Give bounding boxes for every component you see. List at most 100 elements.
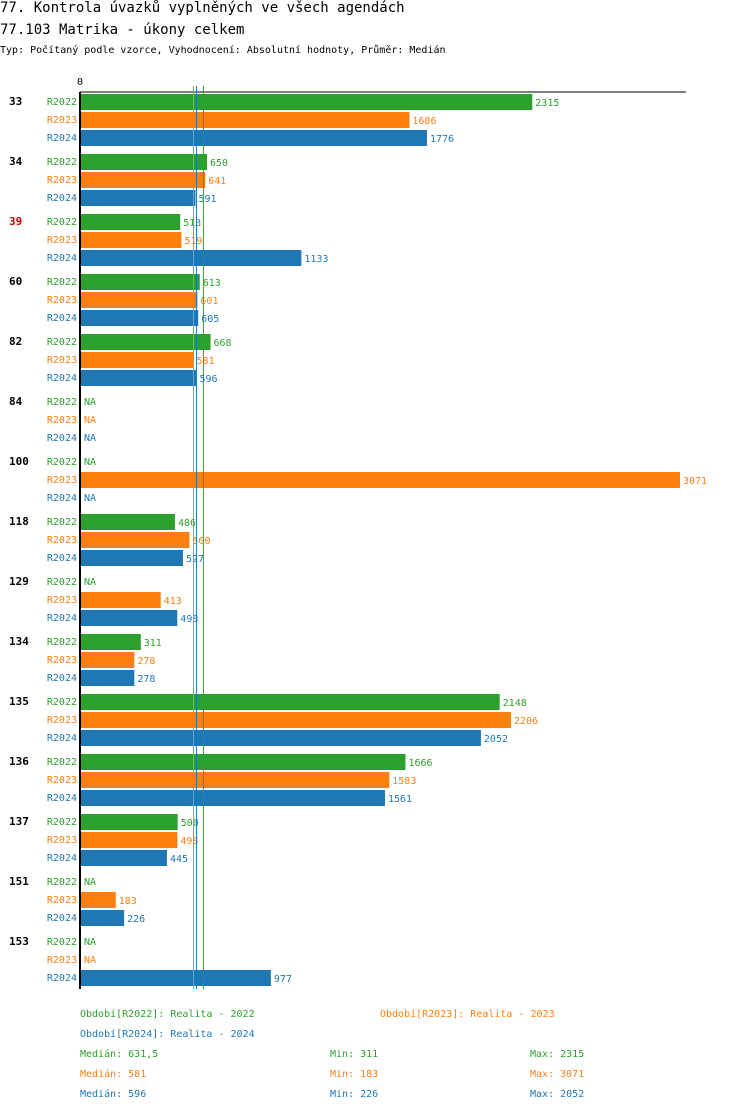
- legend-r2024: Období[R2024]: Realita - 2024: [80, 1029, 255, 1040]
- series-label: R2022: [47, 457, 77, 468]
- category-label: 129: [9, 575, 29, 588]
- series-label: R2024: [47, 613, 77, 624]
- x-tick-label: 0: [77, 77, 83, 88]
- bar: [80, 370, 197, 386]
- bar: [80, 352, 194, 368]
- series-label: R2024: [47, 853, 77, 864]
- bar-value-label: 500: [181, 818, 199, 829]
- series-label: R2024: [47, 973, 77, 984]
- series-label: R2024: [47, 673, 77, 684]
- series-label: R2024: [47, 493, 77, 504]
- bar-value-label: 650: [210, 158, 228, 169]
- series-label: R2023: [47, 835, 77, 846]
- stat-median-r2024: Medián: 596: [80, 1089, 147, 1100]
- bar: [80, 814, 178, 830]
- series-label: R2024: [47, 553, 77, 564]
- na-label: NA: [84, 577, 96, 588]
- bar-value-label: 278: [137, 674, 155, 685]
- series-label: R2024: [47, 313, 77, 324]
- stat-median-r2023: Medián: 581: [80, 1069, 147, 1080]
- bar-value-label: 445: [170, 854, 188, 865]
- bar-value-label: 1686: [412, 116, 436, 127]
- bar: [80, 910, 125, 926]
- chart-subtitle: Typ: Počítaný podle vzorce, Vyhodnocení:…: [0, 45, 446, 56]
- bar-value-label: 1583: [392, 776, 416, 787]
- series-label: R2022: [47, 697, 77, 708]
- bar-value-label: 601: [200, 296, 218, 307]
- category-label: 84: [9, 395, 23, 408]
- series-label: R2022: [47, 817, 77, 828]
- bar: [80, 190, 196, 206]
- bar: [80, 472, 680, 488]
- series-label: R2023: [47, 175, 77, 186]
- bar-value-label: 641: [208, 176, 226, 187]
- stat-min-r2022: Min: 311: [330, 1049, 379, 1060]
- na-label: NA: [84, 937, 96, 948]
- na-label: NA: [84, 433, 96, 444]
- bar-value-label: 498: [180, 614, 198, 625]
- bar: [80, 652, 135, 668]
- series-label: R2022: [47, 637, 77, 648]
- bar: [80, 754, 406, 770]
- bar: [80, 634, 141, 650]
- stat-min-r2023: Min: 183: [330, 1069, 379, 1080]
- series-label: R2023: [47, 955, 77, 966]
- category-label: 118: [9, 515, 29, 528]
- bar-value-label: 2052: [484, 734, 508, 745]
- bar-value-label: 498: [180, 836, 198, 847]
- bar: [80, 250, 302, 266]
- bar: [80, 292, 198, 308]
- category-label: 153: [9, 935, 29, 948]
- na-label: NA: [84, 955, 96, 966]
- series-label: R2022: [47, 277, 77, 288]
- na-label: NA: [84, 877, 96, 888]
- bar-value-label: 2206: [514, 716, 538, 727]
- series-label: R2024: [47, 133, 77, 144]
- bar: [80, 592, 161, 608]
- bar-value-label: 591: [198, 194, 216, 205]
- bar-value-label: 413: [164, 596, 182, 607]
- category-label: 39: [9, 215, 22, 228]
- series-label: R2022: [47, 397, 77, 408]
- category-label: 33: [9, 95, 22, 108]
- bar-value-label: 311: [144, 638, 162, 649]
- bar: [80, 610, 178, 626]
- series-label: R2024: [47, 253, 77, 264]
- series-label: R2022: [47, 937, 77, 948]
- bar: [80, 130, 427, 146]
- series-label: R2024: [47, 733, 77, 744]
- category-label: 134: [9, 635, 29, 648]
- stat-median-r2022: Medián: 631,5: [80, 1049, 159, 1060]
- bar-value-label: 1133: [304, 254, 328, 265]
- bar: [80, 94, 533, 110]
- series-label: R2023: [47, 655, 77, 666]
- category-label: 137: [9, 815, 29, 828]
- bar: [80, 670, 135, 686]
- bar: [80, 832, 178, 848]
- series-label: R2024: [47, 373, 77, 384]
- series-label: R2024: [47, 793, 77, 804]
- series-label: R2022: [47, 157, 77, 168]
- series-label: R2022: [47, 757, 77, 768]
- bar-value-label: 527: [186, 554, 204, 565]
- bar: [80, 154, 207, 170]
- series-label: R2023: [47, 295, 77, 306]
- bar-value-label: 1561: [388, 794, 412, 805]
- series-label: R2023: [47, 775, 77, 786]
- bar-value-label: 581: [197, 356, 215, 367]
- na-label: NA: [84, 415, 96, 426]
- bar-value-label: 668: [214, 338, 232, 349]
- bar-value-label: 3071: [683, 476, 707, 487]
- bar: [80, 550, 183, 566]
- bar: [80, 892, 116, 908]
- bar-value-label: 560: [192, 536, 210, 547]
- bar-value-label: 183: [119, 896, 137, 907]
- series-label: R2022: [47, 217, 77, 228]
- bar-value-label: 513: [183, 218, 201, 229]
- series-label: R2024: [47, 193, 77, 204]
- bar: [80, 112, 410, 128]
- chart-title-line2: 77.103 Matrika - úkony celkem: [0, 22, 245, 38]
- category-label: 34: [9, 155, 23, 168]
- bar-value-label: 226: [127, 914, 145, 925]
- category-label: 136: [9, 755, 29, 768]
